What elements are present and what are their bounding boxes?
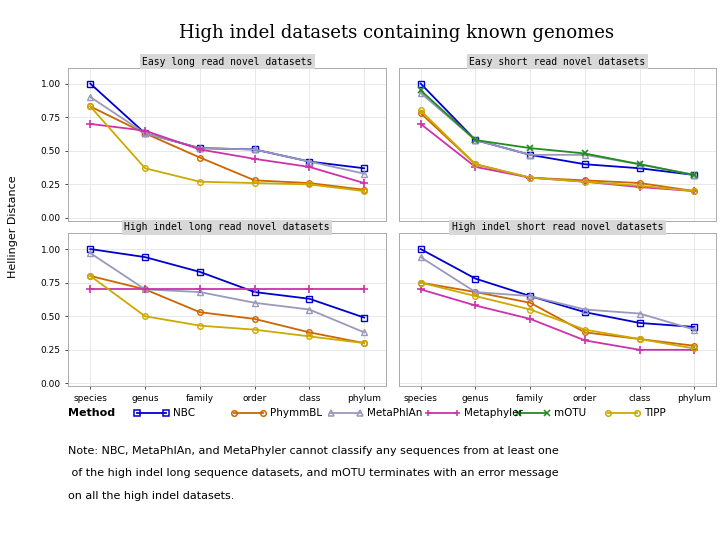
Text: High indel datasets containing known genomes: High indel datasets containing known gen… — [179, 24, 613, 42]
Title: High indel long read novel datasets: High indel long read novel datasets — [125, 222, 330, 232]
Title: High indel short read novel datasets: High indel short read novel datasets — [452, 222, 663, 232]
Text: TIPP: TIPP — [644, 408, 666, 418]
Text: Note: NBC, MetaPhlAn, and MetaPhyler cannot classify any sequences from at least: Note: NBC, MetaPhlAn, and MetaPhyler can… — [68, 446, 559, 456]
Title: Easy short read novel datasets: Easy short read novel datasets — [469, 57, 646, 67]
Text: mOTU: mOTU — [554, 408, 587, 418]
Text: MetaPhlAn: MetaPhlAn — [367, 408, 423, 418]
Text: on all the high indel datasets.: on all the high indel datasets. — [68, 491, 235, 501]
Title: Easy long read novel datasets: Easy long read novel datasets — [142, 57, 312, 67]
Text: Metaphyler: Metaphyler — [464, 408, 523, 418]
Text: Hellinger Distance: Hellinger Distance — [8, 176, 18, 278]
Text: NBC: NBC — [173, 408, 195, 418]
Text: Method: Method — [68, 408, 115, 418]
Text: PhymmBL: PhymmBL — [270, 408, 322, 418]
Text: of the high indel long sequence datasets, and mOTU terminates with an error mess: of the high indel long sequence datasets… — [68, 468, 559, 478]
